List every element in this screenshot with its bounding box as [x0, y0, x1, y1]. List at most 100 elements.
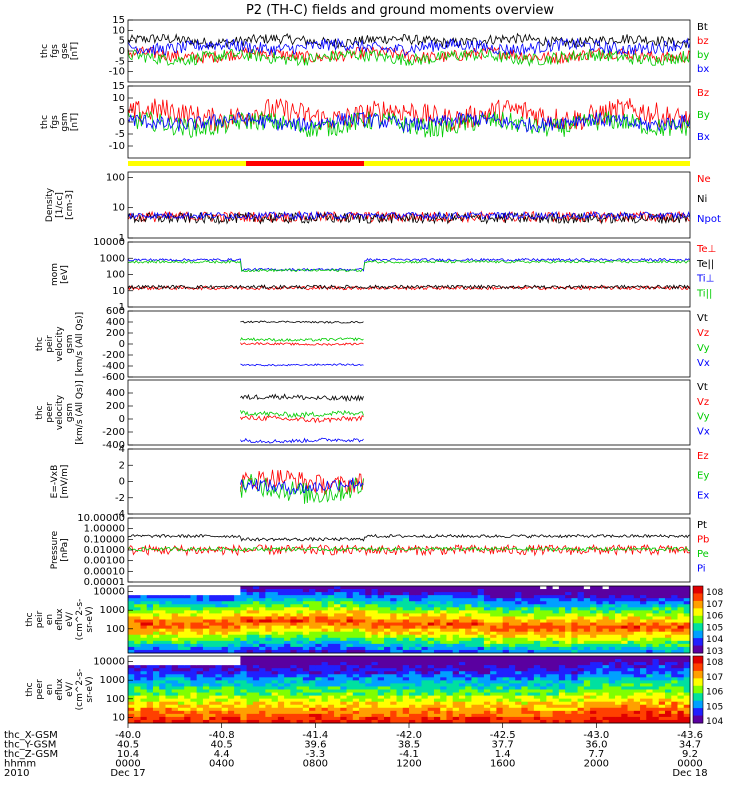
- spectrogram-cell: [234, 616, 241, 620]
- spectrogram-cell: [546, 634, 554, 639]
- spectrogram-cell: [515, 683, 522, 687]
- spectrogram-cell: [302, 662, 310, 666]
- spectrogram-cell: [171, 704, 179, 709]
- spectrogram-cell: [627, 631, 635, 636]
- spectrogram-cell: [508, 689, 516, 693]
- spectrogram-cell: [409, 589, 416, 593]
- spectrogram-cell: [458, 686, 466, 690]
- spectrogram-cell: [402, 649, 410, 654]
- spectrogram-cell: [452, 656, 460, 660]
- colorbar-segment: [693, 623, 703, 632]
- y-tick-label: 10000: [93, 657, 125, 668]
- spectrogram-cell: [577, 692, 585, 696]
- spectrogram-cell: [490, 598, 497, 602]
- spectrogram-cell: [171, 619, 179, 623]
- spectrogram-cell: [165, 716, 173, 721]
- spectrogram-cell: [240, 662, 248, 666]
- spectrogram-cell: [471, 698, 479, 703]
- legend-label: Ti⊥: [696, 274, 714, 285]
- spectrogram-cell: [128, 665, 135, 669]
- spectrogram-cell: [252, 659, 260, 663]
- spectrogram-cell: [640, 592, 647, 596]
- spectrogram-cell: [371, 616, 379, 620]
- spectrogram-cell: [340, 616, 347, 620]
- y-axis-label: [1/cc]: [55, 192, 65, 218]
- spectrogram-cell: [159, 643, 166, 648]
- spectrogram-cell: [558, 686, 566, 690]
- spectrogram-cell: [302, 701, 310, 706]
- spectrogram-cell: [165, 704, 173, 709]
- spectrogram-cell: [152, 616, 160, 620]
- spectrogram-cell: [346, 701, 354, 706]
- spectrogram-cell: [658, 671, 666, 675]
- spectrogram-cell: [565, 713, 572, 718]
- spectrogram-cell: [521, 631, 529, 636]
- spectrogram-cell: [540, 695, 547, 700]
- spectrogram-cell: [640, 646, 647, 651]
- spectrogram-cell: [658, 683, 666, 687]
- colorbar-tick-label: 107: [706, 673, 723, 683]
- spectrogram-cell: [621, 707, 628, 712]
- spectrogram-cell: [277, 649, 285, 654]
- spectrogram-cell: [633, 680, 641, 684]
- spectrogram-cell: [483, 628, 491, 633]
- y-axis-label: peir: [35, 610, 45, 628]
- spectrogram-cell: [521, 622, 529, 626]
- spectrogram-cell: [627, 677, 635, 681]
- spectrogram-cell: [546, 695, 554, 700]
- spectrogram-cell: [409, 607, 416, 611]
- spectrogram-cell: [490, 671, 497, 675]
- spectrogram-cell: [190, 692, 198, 696]
- spectrogram-cell: [402, 695, 410, 700]
- spectrogram-cell: [252, 656, 260, 660]
- spectrogram-cell: [427, 604, 435, 608]
- spectrogram-cell: [527, 677, 535, 681]
- spectrogram-cell: [140, 680, 148, 684]
- spectrogram-cell: [527, 592, 535, 596]
- spectrogram-cell: [565, 616, 572, 620]
- spectrogram-cell: [315, 604, 322, 608]
- spectrogram-cell: [271, 601, 279, 605]
- spectrogram-cell: [683, 689, 691, 693]
- spectrogram-cell: [590, 586, 597, 590]
- spectrogram-cell: [284, 598, 291, 602]
- spectrogram-cell: [502, 640, 510, 645]
- spectrogram-cell: [646, 616, 653, 620]
- x-axis-value: 1200: [396, 759, 421, 770]
- spectrogram-cell: [202, 674, 210, 678]
- spectrogram-cell: [390, 628, 397, 633]
- legend-label: Vx: [697, 358, 710, 369]
- colorbar-frame: [692, 585, 704, 654]
- spectrogram-cell: [240, 677, 248, 681]
- spectrogram-cell: [371, 628, 379, 633]
- spectrogram-cell: [621, 637, 628, 642]
- spectrogram-cell: [359, 586, 366, 590]
- spectrogram-cell: [565, 668, 572, 672]
- y-tick-label: 100: [106, 172, 125, 183]
- spectrogram-cell: [234, 625, 241, 630]
- spectrogram-cell: [171, 683, 179, 687]
- spectrogram-cell: [665, 677, 672, 681]
- x-axis-row-label: thc_Z-GSM: [4, 749, 58, 760]
- spectrogram-cell: [271, 686, 279, 690]
- spectrogram-cell: [396, 634, 404, 639]
- spectrogram-cell: [590, 619, 597, 623]
- spectrogram-cell: [184, 589, 191, 593]
- spectrogram-cell: [452, 692, 460, 696]
- spectrogram-cell: [259, 643, 266, 648]
- spectrogram-cell: [621, 674, 628, 678]
- spectrogram-cell: [234, 604, 241, 608]
- spectrogram-cell: [571, 656, 578, 660]
- spectrogram-cell: [465, 692, 472, 696]
- spectrogram-cell: [433, 698, 441, 703]
- spectrogram-cell: [202, 659, 210, 663]
- spectrogram-cell: [184, 592, 191, 596]
- spectrogram-cell: [196, 637, 204, 642]
- spectrogram-cell: [202, 610, 210, 614]
- spectrogram-cell: [196, 640, 204, 645]
- spectrogram-cell: [265, 622, 273, 626]
- spectrogram-cell: [152, 692, 160, 696]
- spectrogram-cell: [352, 643, 360, 648]
- spectrogram-cell: [334, 701, 341, 706]
- spectrogram-cell: [196, 656, 204, 660]
